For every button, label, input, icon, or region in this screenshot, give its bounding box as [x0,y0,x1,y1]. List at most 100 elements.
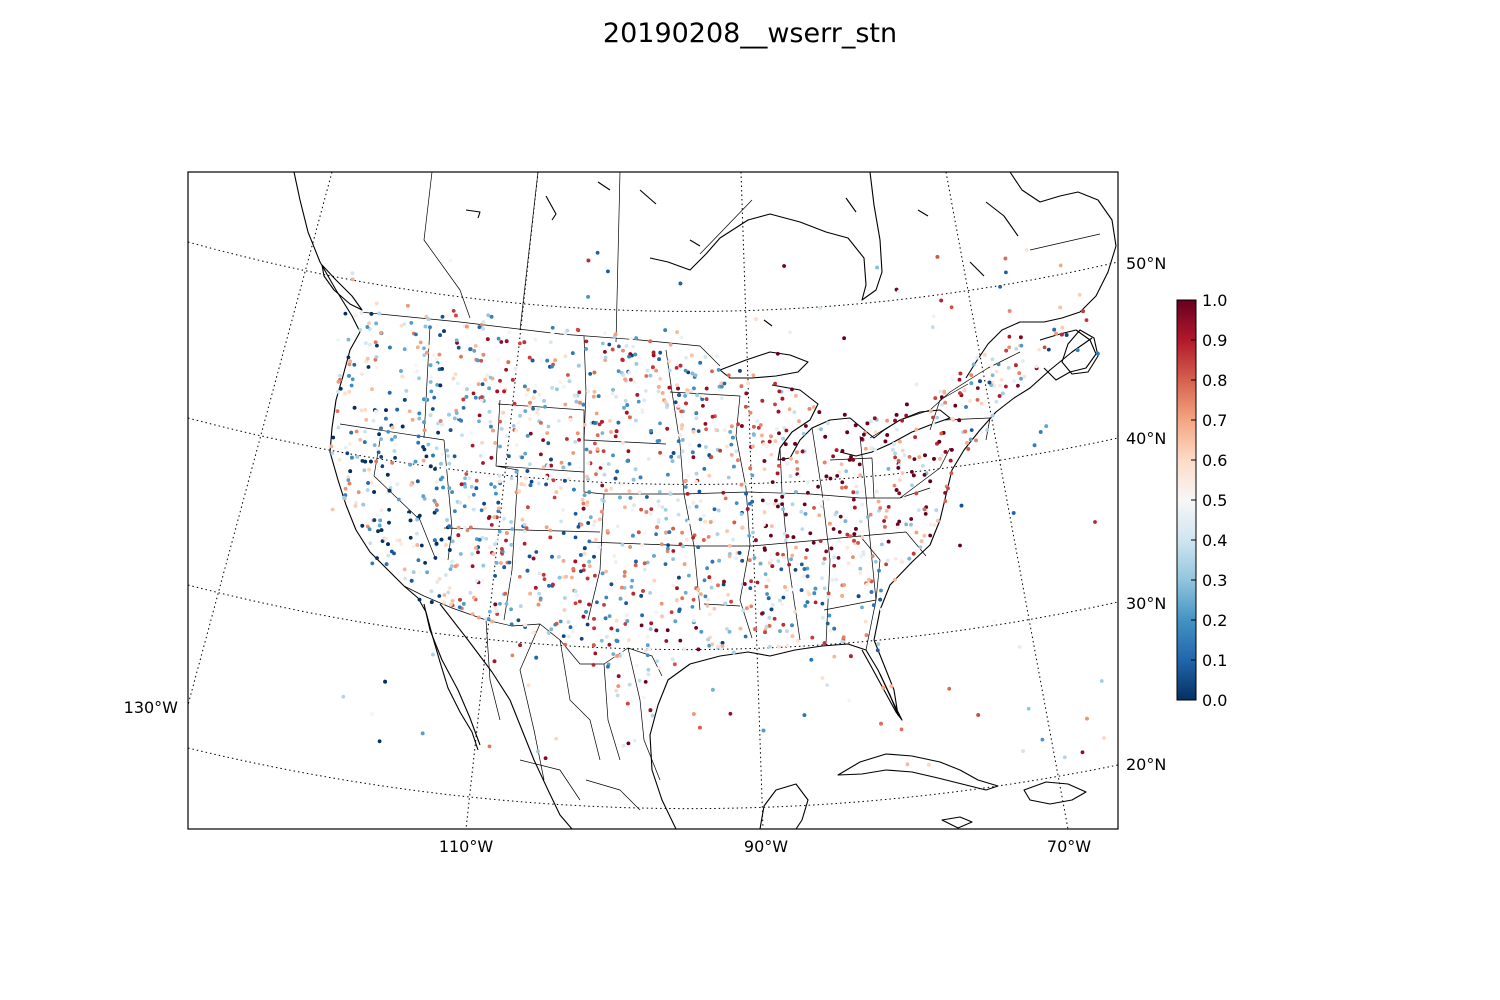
station-marker [436,430,440,435]
station-marker [549,627,554,632]
station-marker [934,508,939,512]
station-marker [469,484,474,489]
station-marker [780,494,785,499]
station-marker [370,387,374,392]
station-marker [837,539,841,544]
station-marker [531,630,536,635]
station-marker [875,265,879,270]
station-marker [943,499,948,503]
station-marker [627,489,632,494]
station-marker [367,527,372,532]
station-marker [958,543,962,548]
station-marker [392,449,397,453]
map-panel [187,171,1119,830]
station-marker [380,464,385,469]
station-marker [431,453,435,458]
station-marker [486,617,491,621]
station-marker [893,556,898,561]
station-marker [426,442,431,447]
station-marker [374,355,379,359]
station-marker [829,546,834,551]
station-marker [628,415,632,420]
station-marker [338,373,342,378]
station-marker [353,504,358,508]
station-marker [811,540,816,545]
station-marker [831,527,836,531]
station-marker [546,631,551,635]
station-marker [867,577,871,582]
station-marker [437,577,442,581]
station-marker [383,679,387,684]
station-marker [858,473,863,478]
station-marker [416,434,421,439]
station-marker [658,376,663,381]
station-marker [347,374,351,378]
station-marker [522,529,527,534]
station-marker [646,672,651,677]
station-marker [763,630,767,635]
station-marker [849,455,853,459]
station-marker [663,328,668,332]
station-marker [443,465,448,470]
station-marker [575,593,579,598]
station-marker [965,441,969,445]
station-marker [493,441,498,445]
station-marker [904,413,909,418]
station-marker [367,321,371,325]
station-marker [504,339,509,344]
colorbar-tick-label: 0.9 [1202,331,1227,350]
station-marker [879,588,883,593]
station-marker [1075,348,1080,352]
station-marker [845,430,850,435]
station-marker [734,501,739,505]
station-marker [550,386,554,390]
station-marker [1026,706,1031,711]
station-marker [629,377,633,382]
station-marker [604,634,609,639]
canadian-provinces [423,172,1101,343]
station-marker [897,519,902,524]
station-marker [840,485,844,490]
station-marker [1024,248,1029,252]
station-marker [616,369,621,373]
station-marker [432,498,437,503]
station-marker [734,449,739,454]
station-marker [762,510,767,515]
station-marker [726,373,731,378]
station-marker [510,653,515,658]
map-background [188,172,1118,829]
station-marker [492,485,497,489]
station-marker [595,447,600,451]
station-marker [807,407,812,411]
station-marker [375,556,379,560]
station-marker [649,621,654,626]
station-marker [636,530,641,535]
station-marker [698,517,703,522]
station-marker [639,623,644,628]
station-marker [1014,346,1019,351]
station-marker [519,482,524,486]
station-marker [612,554,617,558]
station-marker [641,589,645,593]
station-marker [467,476,472,481]
station-marker [539,452,543,457]
station-marker [668,342,673,347]
station-marker [716,644,720,649]
station-marker [880,542,884,547]
station-marker [606,462,611,466]
station-marker [367,467,371,472]
station-marker [752,424,756,429]
station-marker [422,353,427,357]
station-marker [336,389,340,394]
station-marker [885,558,890,563]
station-marker [922,533,927,538]
station-marker [402,322,407,326]
station-marker [696,647,701,652]
station-marker [723,601,728,606]
station-marker [595,433,600,438]
station-marker [1006,366,1011,370]
station-marker [718,448,722,453]
station-marker [388,345,392,350]
station-marker [923,453,927,458]
station-marker [694,416,699,421]
